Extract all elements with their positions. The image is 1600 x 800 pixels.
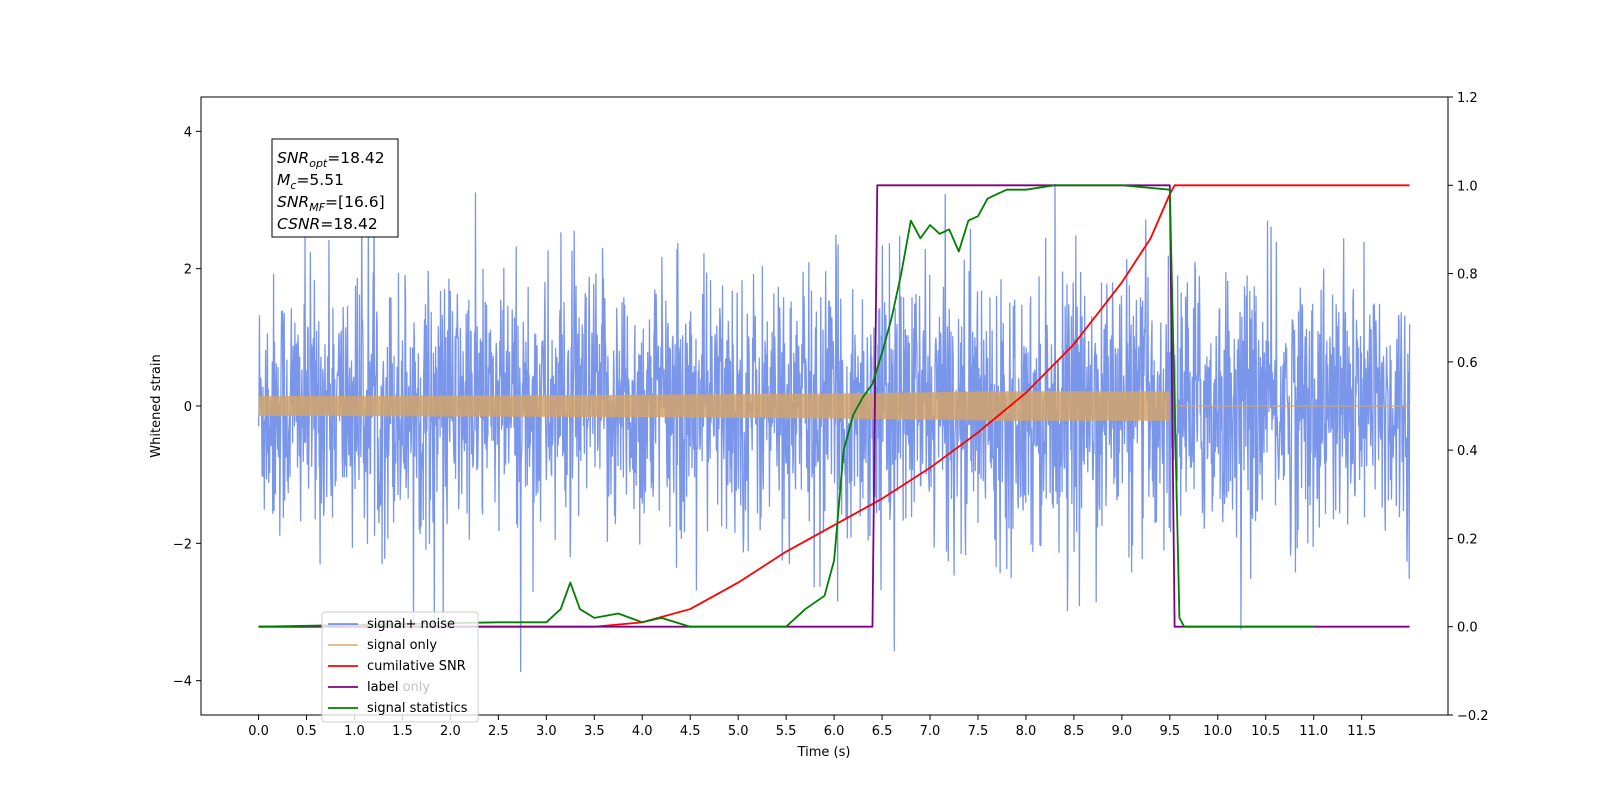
x-tick-label: 11.5: [1347, 724, 1376, 739]
annotation-value: =18.42: [320, 215, 377, 233]
series-signal-only: [258, 391, 1170, 421]
x-tick-label: 1.0: [344, 724, 365, 739]
x-tick-label: 10.5: [1251, 724, 1280, 739]
annotation-value: =18.42: [327, 149, 384, 167]
annotation-frame: [271, 138, 399, 238]
x-tick-label: 0.5: [296, 724, 317, 739]
x-tick-label: 4.0: [632, 724, 653, 739]
legend: signal+ noise signal only cumilative SNR la…: [321, 611, 479, 723]
legend-frame: [321, 611, 479, 723]
annotation-base: CSNR: [277, 215, 320, 233]
y-right-tick-label: 0.4: [1457, 444, 1478, 459]
y-right-tick-label: 0.6: [1457, 356, 1478, 371]
y-left-tick-label: −4: [173, 675, 192, 690]
x-tick-label: 6.0: [824, 724, 845, 739]
series-signal-noise: [257, 157, 1411, 673]
x-tick-label: 2.5: [488, 724, 509, 739]
x-tick-label: 7.5: [968, 724, 989, 739]
y-axis-left: 4 2 0 −2 −4: [173, 125, 201, 690]
x-tick-label: 9.0: [1112, 724, 1133, 739]
x-tick-label: 1.5: [392, 724, 413, 739]
annotation-base: M: [277, 171, 290, 189]
y-axis-label: Whitened strain: [149, 354, 164, 457]
y-right-tick-label: 0.0: [1457, 621, 1478, 636]
y-left-tick-label: 0: [184, 400, 192, 415]
annotation-base: SNR: [277, 149, 309, 167]
series-signal-statistics: [258, 184, 1314, 628]
series-cumilative-snr: [258, 184, 1410, 628]
y-left-tick-label: 4: [184, 125, 192, 140]
annotation-value: =[16.6]: [325, 193, 385, 211]
x-axis: 0.0 0.5 1.0 1.5 2.0 2.5 3.0 3.5 4.0 4.5 5.0 5.5 6.0 6…: [248, 715, 1376, 739]
legend-label: signal+ noise: [367, 617, 455, 632]
x-tick-label: 6.5: [872, 724, 893, 739]
x-tick-label: 5.5: [776, 724, 797, 739]
y-right-tick-label: 1.0: [1457, 179, 1478, 194]
annotation-subscript: c: [290, 179, 296, 192]
x-tick-label: 5.0: [728, 724, 749, 739]
y-left-tick-label: −2: [173, 537, 192, 552]
y-right-tick-label: 0.8: [1457, 268, 1478, 283]
y-right-tick-label: 1.2: [1457, 91, 1478, 106]
y-axis-right: 1.2 1.0 0.8 0.6 0.4 0.2 0.0 −0.2: [1448, 91, 1489, 724]
plot-content: [257, 157, 1411, 673]
annotation-subscript: opt: [309, 157, 328, 170]
annotation-box: SNRopt=18.42Mc=5.51SNRMF=[16.6]CSNR=18.4…: [271, 138, 399, 238]
legend-label: cumilative SNR: [367, 659, 466, 674]
x-tick-label: 10.0: [1203, 724, 1232, 739]
x-tick-label: 4.5: [680, 724, 701, 739]
x-tick-label: 0.0: [248, 724, 269, 739]
x-tick-label: 9.5: [1159, 724, 1180, 739]
legend-label: label: [367, 680, 398, 695]
legend-label: signal statistics: [367, 701, 468, 716]
legend-label: signal only: [367, 638, 437, 653]
annotation-line: SNRopt=18.42: [277, 149, 385, 170]
annotation-value: =5.51: [296, 171, 344, 189]
annotation-subscript: MF: [309, 201, 325, 214]
annotation-line: CSNR=18.42: [277, 215, 378, 233]
annotation-line: Mc=5.51: [277, 171, 344, 192]
y-right-tick-label: −0.2: [1457, 709, 1489, 724]
x-tick-label: 3.0: [536, 724, 557, 739]
x-tick-label: 8.0: [1016, 724, 1037, 739]
x-tick-label: 11.0: [1299, 724, 1328, 739]
x-tick-label: 8.5: [1064, 724, 1085, 739]
y-left-tick-label: 2: [184, 263, 192, 278]
legend-label: label only: [367, 680, 430, 695]
y-right-tick-label: 0.2: [1457, 532, 1478, 547]
annotation-base: SNR: [277, 193, 309, 211]
x-tick-label: 7.0: [920, 724, 941, 739]
x-axis-label: Time (s): [797, 745, 851, 760]
annotation-line: SNRMF=[16.6]: [277, 193, 385, 214]
x-tick-label: 3.5: [584, 724, 605, 739]
x-tick-label: 2.0: [440, 724, 461, 739]
